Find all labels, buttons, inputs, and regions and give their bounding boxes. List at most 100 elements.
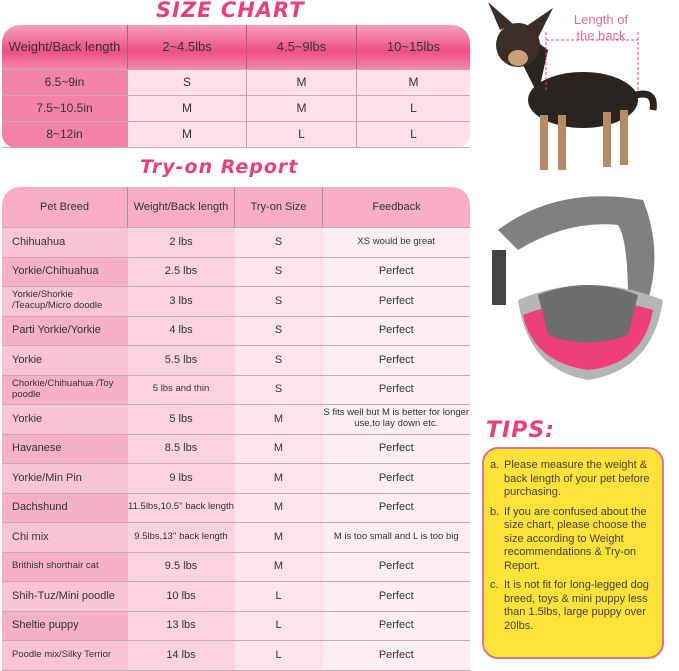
table-row: Yorkie/Chihuahua 2.5 lbs S Perfect bbox=[2, 257, 470, 287]
table-cell: Chi mix bbox=[2, 522, 128, 553]
table-cell: 3 lbs bbox=[127, 286, 235, 317]
column-header: Weight/Back length bbox=[127, 187, 235, 228]
tips-title: TIPS: bbox=[486, 418, 555, 443]
table-row: 8~12in M L L bbox=[2, 121, 470, 148]
table-cell: S bbox=[234, 227, 323, 258]
table-row: Dachshund 11.5lbs,10.5'' back length M Perf… bbox=[2, 493, 470, 523]
table-cell: M bbox=[234, 522, 323, 553]
pet-sling-bag-image bbox=[492, 196, 663, 380]
table-cell: 6.5~9in bbox=[2, 69, 128, 96]
table-row: Brithish shorthair cat 9.5 lbs M Perfect bbox=[2, 552, 470, 582]
column-header: 4.5~9lbs bbox=[246, 25, 357, 70]
table-cell: S bbox=[234, 257, 323, 287]
table-cell: Sheltie puppy bbox=[2, 611, 128, 641]
table-cell: S bbox=[234, 286, 323, 317]
table-cell: 9.5lbs,13'' back length bbox=[127, 522, 235, 553]
table-cell: L bbox=[246, 121, 357, 148]
table-cell: Shih-Tuz/Mini poodle bbox=[2, 581, 128, 612]
table-cell: M bbox=[246, 95, 357, 122]
table-row: Sheltie puppy 13 lbs L Perfect bbox=[2, 611, 470, 641]
table-cell: Yorkie/Min Pin bbox=[2, 463, 128, 494]
table-cell: 5.5 lbs bbox=[127, 345, 235, 376]
tip-item: b. If you are confused about the size cha… bbox=[490, 506, 654, 574]
table-row: Yorkie 5 lbs M S fits well but M is better … bbox=[2, 404, 470, 435]
dog-image bbox=[488, 2, 657, 170]
table-cell: M bbox=[356, 69, 470, 96]
table-cell: S bbox=[234, 316, 323, 346]
table-cell: 8~12in bbox=[2, 121, 128, 148]
table-cell: Perfect bbox=[322, 316, 470, 346]
column-header: 10~15lbs bbox=[356, 25, 470, 70]
tip-item: a. Please measure the weight & back lengt… bbox=[490, 459, 654, 500]
table-row: Yorkie/Shorkie /Teacup/Micro doodle 3 lbs… bbox=[2, 286, 470, 317]
table-cell: Chorkie/Chihuahua /Toy poodle bbox=[2, 375, 128, 405]
table-cell: 11.5lbs,10.5'' back length bbox=[127, 493, 235, 523]
tip-letter: c. bbox=[490, 579, 499, 591]
table-cell: M bbox=[234, 493, 323, 523]
table-cell: Yorkie bbox=[2, 404, 128, 435]
table-cell: Havanese bbox=[2, 434, 128, 464]
table-cell: Yorkie/Chihuahua bbox=[2, 257, 128, 287]
size-chart-table: Weight/Back length 2~4.5lbs 4.5~9lbs 10~15l… bbox=[2, 25, 470, 148]
table-cell: 5 lbs and thin bbox=[127, 375, 235, 405]
column-header: Pet Breed bbox=[2, 187, 128, 228]
table-cell: M bbox=[127, 121, 247, 148]
table-cell: 8.5 lbs bbox=[127, 434, 235, 464]
tip-letter: a. bbox=[490, 459, 500, 471]
table-cell: L bbox=[234, 611, 323, 641]
table-cell: S bbox=[234, 345, 323, 376]
tip-text: If you are confused about the size chart… bbox=[504, 505, 647, 572]
table-row: Poodle mix/Silky Terrior 14 lbs L Perfect bbox=[2, 640, 470, 671]
tip-letter: b. bbox=[490, 505, 500, 518]
table-row: Chorkie/Chihuahua /Toy poodle 5 lbs and t… bbox=[2, 375, 470, 405]
table-cell: Yorkie/Shorkie /Teacup/Micro doodle bbox=[2, 286, 128, 317]
table-cell: M bbox=[246, 69, 357, 96]
table-cell: Perfect bbox=[322, 257, 470, 287]
table-cell: M is too small and L is too big bbox=[322, 522, 470, 553]
tip-item: c. It is not fit for long-legged dog bree… bbox=[490, 579, 654, 633]
table-cell: 2.5 lbs bbox=[127, 257, 235, 287]
tips-box: a. Please measure the weight & back lengt… bbox=[482, 447, 664, 659]
table-row: Yorkie/Min Pin 9 lbs M Perfect bbox=[2, 463, 470, 494]
table-cell: Perfect bbox=[322, 581, 470, 612]
table-row: Chi mix 9.5lbs,13'' back length M M is too … bbox=[2, 522, 470, 553]
table-cell: Brithish shorthair cat bbox=[2, 552, 128, 582]
table-cell: 9 lbs bbox=[127, 463, 235, 494]
table-cell: Perfect bbox=[322, 286, 470, 317]
table-cell: Poodle mix/Silky Terrior bbox=[2, 640, 128, 671]
table-cell: Parti Yorkie/Yorkie bbox=[2, 316, 128, 346]
column-header: Feedback bbox=[322, 187, 470, 228]
table-cell: Perfect bbox=[322, 640, 470, 671]
column-header: Weight/Back length bbox=[2, 25, 128, 70]
table-cell: L bbox=[356, 121, 470, 148]
table-cell: Perfect bbox=[322, 463, 470, 494]
table-cell: S bbox=[127, 69, 247, 96]
table-cell: XS would be great bbox=[322, 227, 470, 258]
table-cell: Perfect bbox=[322, 552, 470, 582]
table-cell: 5 lbs bbox=[127, 404, 235, 435]
table-row: 6.5~9in S M M bbox=[2, 69, 470, 96]
table-cell: M bbox=[127, 95, 247, 122]
table-cell: Perfect bbox=[322, 493, 470, 523]
table-cell: Perfect bbox=[322, 375, 470, 405]
table-cell: L bbox=[234, 581, 323, 612]
table-cell: 2 lbs bbox=[127, 227, 235, 258]
column-header: 2~4.5lbs bbox=[127, 25, 247, 70]
table-row: Yorkie 5.5 lbs S Perfect bbox=[2, 345, 470, 376]
table-cell: Yorkie bbox=[2, 345, 128, 376]
table-cell: 9.5 lbs bbox=[127, 552, 235, 582]
table-cell: S bbox=[234, 375, 323, 405]
table-cell: 14 lbs bbox=[127, 640, 235, 671]
table-cell: L bbox=[356, 95, 470, 122]
table-cell: M bbox=[234, 404, 323, 435]
table-cell: Perfect bbox=[322, 345, 470, 376]
tip-text: Please measure the weight & back length … bbox=[504, 459, 650, 498]
table-row: Havanese 8.5 lbs M Perfect bbox=[2, 434, 470, 464]
table-cell: 7.5~10.5in bbox=[2, 95, 128, 122]
table-row: Chihuahua 2 lbs S XS would be great bbox=[2, 227, 470, 258]
table-cell: 4 lbs bbox=[127, 316, 235, 346]
table-row: 7.5~10.5in M M L bbox=[2, 95, 470, 122]
try-on-report-title: Try-on Report bbox=[140, 156, 299, 178]
table-cell: Perfect bbox=[322, 434, 470, 464]
table-cell: Dachshund bbox=[2, 493, 128, 523]
